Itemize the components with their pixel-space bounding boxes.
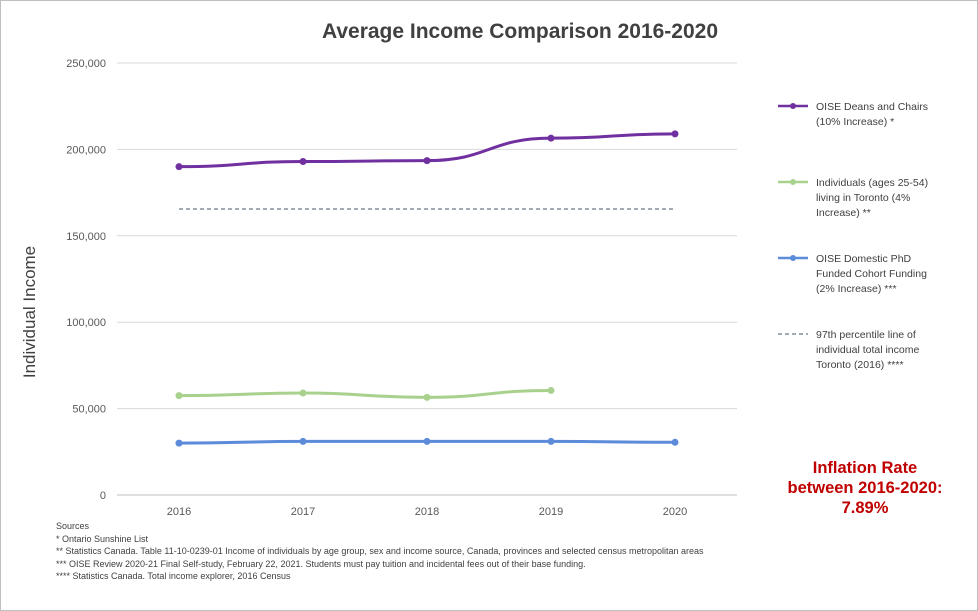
source-2: ** Statistics Canada. Table 11-10-0239-0… (56, 546, 704, 556)
legend-swatch-percentile (778, 333, 808, 335)
source-4: **** Statistics Canada. Total income exp… (56, 571, 291, 581)
x-tick-label: 2018 (415, 506, 439, 518)
data-point (299, 389, 307, 397)
data-point (423, 157, 431, 165)
data-point (671, 130, 679, 138)
legend-label-phd: OISE Domestic PhD Funded Cohort Funding … (816, 253, 927, 295)
inflation-value: 7.89% (841, 499, 889, 517)
data-point (175, 392, 183, 400)
x-tick-label: 2019 (539, 506, 563, 518)
data-point (299, 437, 307, 445)
series-line-1 (177, 388, 553, 399)
y-tick-label: 150,000 (66, 231, 106, 243)
y-tick-label: 250,000 (66, 58, 106, 70)
data-point (299, 157, 307, 165)
inflation-line-2: between 2016-2020: (787, 479, 943, 497)
y-tick-label: 50,000 (72, 404, 106, 416)
legend-label-percentile: 97th percentile line of individual total… (816, 329, 920, 371)
legend-label-deans: OISE Deans and Chairs (10% Increase) * (816, 101, 929, 128)
data-point (423, 393, 431, 401)
legend-label-toronto: Individuals (ages 25-54) living in Toron… (816, 177, 929, 219)
chart-title: Average Income Comparison 2016-2020 (321, 20, 719, 43)
inflation-line-1: Inflation Rate (812, 459, 918, 477)
y-tick-label: 200,000 (66, 144, 106, 156)
source-1: * Ontario Sunshine List (56, 533, 149, 544)
data-point (547, 134, 555, 142)
x-tick-label: 2020 (663, 506, 687, 518)
source-3: *** OISE Review 2020-21 Final Self-study… (56, 558, 586, 569)
legend-swatch-phd (778, 255, 808, 261)
inflation-note: Inflation Rate between 2016-2020: 7.89% (780, 458, 950, 518)
legend-swatch-deans (778, 103, 808, 109)
x-tick-label: 2016 (167, 506, 191, 518)
sources-block: Sources * Ontario Sunshine List ** Stati… (56, 520, 704, 583)
data-point (547, 386, 555, 394)
y-tick-label: 0 (100, 490, 106, 502)
data-point (423, 437, 431, 445)
y-tick-label: 100,000 (66, 317, 106, 329)
legend-swatch-toronto (778, 179, 808, 185)
data-point (671, 438, 679, 446)
sources-heading: Sources (56, 521, 90, 531)
x-tick-label: 2017 (291, 506, 315, 518)
data-point (175, 163, 183, 171)
data-point (547, 437, 555, 445)
data-point (175, 439, 183, 447)
